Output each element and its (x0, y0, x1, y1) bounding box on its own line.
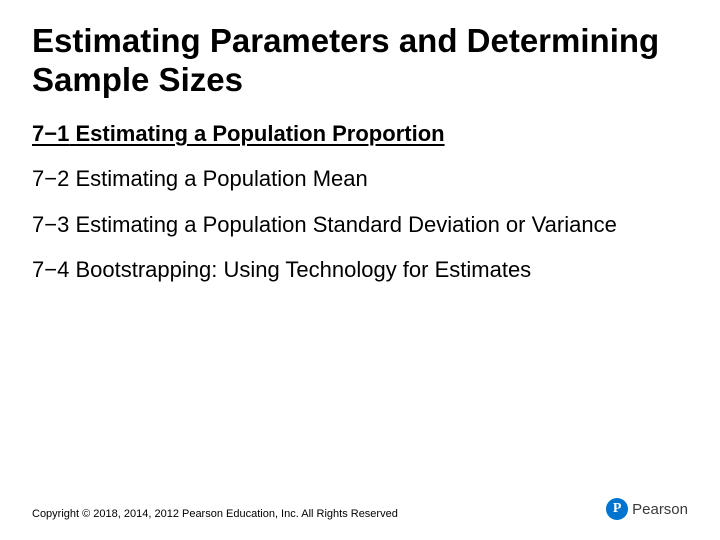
pearson-logo: P Pearson (606, 498, 688, 520)
section-number: 7−3 (32, 212, 69, 237)
section-label: Bootstrapping: Using Technology for Esti… (75, 257, 531, 282)
section-item-7-1: 7−1 Estimating a Population Proportion (32, 120, 688, 148)
section-list: 7−1 Estimating a Population Proportion 7… (32, 120, 688, 284)
section-item-7-2: 7−2 Estimating a Population Mean (32, 165, 688, 193)
pearson-logo-letter: P (613, 501, 622, 517)
section-label: Estimating a Population Standard Deviati… (75, 212, 616, 237)
section-label: Estimating a Population Proportion (75, 121, 444, 146)
section-label: Estimating a Population Mean (75, 166, 367, 191)
pearson-logo-text: Pearson (632, 501, 688, 518)
section-number: 7−1 (32, 121, 69, 146)
section-item-7-3: 7−3 Estimating a Population Standard Dev… (32, 211, 688, 239)
pearson-logo-icon: P (606, 498, 628, 520)
section-item-7-4: 7−4 Bootstrapping: Using Technology for … (32, 256, 688, 284)
slide-footer: Copyright © 2018, 2014, 2012 Pearson Edu… (32, 498, 688, 520)
slide-title: Estimating Parameters and Determining Sa… (32, 22, 688, 100)
slide-container: Estimating Parameters and Determining Sa… (0, 0, 720, 540)
section-number: 7−2 (32, 166, 69, 191)
copyright-text: Copyright © 2018, 2014, 2012 Pearson Edu… (32, 508, 398, 520)
section-number: 7−4 (32, 257, 69, 282)
